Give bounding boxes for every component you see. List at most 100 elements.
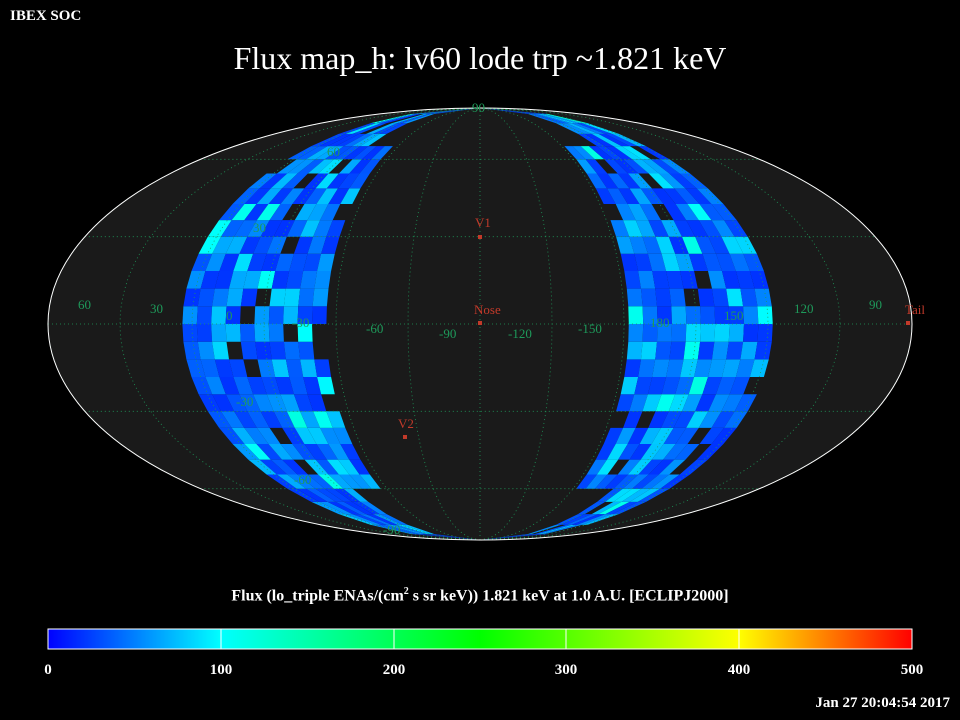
flux-pixel bbox=[728, 306, 744, 324]
flux-pixel bbox=[668, 394, 689, 412]
flux-pixel bbox=[757, 306, 773, 324]
flux-pixel bbox=[695, 236, 716, 254]
flux-pixel bbox=[576, 474, 597, 489]
flux-pixel bbox=[647, 377, 667, 395]
flux-pixel bbox=[282, 173, 308, 189]
flux-pixel bbox=[675, 204, 699, 221]
flux-pixel bbox=[260, 411, 283, 428]
flux-pixel bbox=[327, 133, 360, 147]
flux-pixel bbox=[285, 359, 304, 377]
flux-pixel bbox=[639, 204, 661, 221]
flux-pixel bbox=[605, 146, 633, 160]
flux-pixel bbox=[628, 306, 644, 324]
flux-pixel bbox=[381, 524, 421, 534]
flux-pixel bbox=[668, 236, 689, 254]
flux-pixel bbox=[268, 444, 294, 460]
flux-pixel bbox=[282, 459, 308, 475]
meridian-label: -60 bbox=[366, 321, 383, 336]
flux-pixel bbox=[257, 359, 276, 377]
flux-pixel bbox=[586, 173, 607, 189]
flux-pixel bbox=[641, 474, 670, 489]
flux-pixel bbox=[685, 188, 712, 204]
flux-pixel bbox=[629, 394, 648, 412]
flux-pixel bbox=[598, 133, 630, 147]
flux-pixel bbox=[669, 173, 697, 189]
flux-pixel bbox=[708, 359, 727, 377]
flux-pixel bbox=[702, 377, 722, 395]
flux-pixel bbox=[214, 359, 234, 377]
flux-pixel bbox=[757, 324, 773, 342]
flux-pixel bbox=[617, 459, 641, 475]
flux-pixel bbox=[597, 173, 619, 189]
flux-pixel bbox=[366, 123, 398, 134]
flux-pixel bbox=[232, 444, 260, 460]
flux-pixel bbox=[564, 146, 586, 160]
flux-pixel bbox=[648, 220, 669, 237]
flux-pixel bbox=[669, 341, 686, 360]
flux-pixel bbox=[283, 306, 299, 324]
flux-pixel bbox=[306, 146, 336, 160]
flux-pixel bbox=[231, 427, 257, 444]
flux-pixel bbox=[296, 146, 328, 160]
flux-pixel bbox=[343, 501, 373, 515]
flux-pixel bbox=[659, 173, 686, 189]
flux-pixel bbox=[679, 459, 708, 475]
flux-pixel bbox=[708, 236, 730, 254]
flux-pixel bbox=[642, 394, 662, 412]
flux-pixel bbox=[280, 444, 305, 460]
flux-pixel bbox=[286, 220, 308, 237]
flux-pixel bbox=[480, 108, 549, 114]
flux-pixel bbox=[712, 288, 729, 307]
flux-pixel bbox=[671, 306, 687, 324]
meridian-label: 0 bbox=[226, 308, 233, 323]
flux-pixel bbox=[340, 188, 361, 204]
flux-pixel bbox=[379, 514, 408, 525]
flux-pixel bbox=[650, 474, 680, 489]
flux-pixel bbox=[627, 427, 649, 444]
flux-pixel bbox=[754, 288, 772, 307]
flux-pixel bbox=[655, 341, 672, 360]
flux-pixel bbox=[613, 159, 639, 174]
flux-pixel bbox=[381, 114, 421, 124]
flux-pixel bbox=[660, 474, 690, 489]
colorbar-tick-lines bbox=[220, 629, 740, 649]
flux-pixel bbox=[607, 444, 628, 460]
flux-pixel bbox=[663, 188, 688, 204]
flux-pixel bbox=[292, 444, 316, 460]
flux-pixel bbox=[338, 159, 362, 174]
flux-pixel bbox=[743, 253, 764, 271]
flux-pixel bbox=[307, 159, 334, 174]
flux-pixel bbox=[244, 427, 269, 444]
flux-pixel bbox=[576, 514, 613, 525]
flux-pixel bbox=[663, 427, 687, 444]
flux-pixel bbox=[182, 306, 198, 324]
flux-pixel bbox=[698, 411, 722, 428]
flux-pixel bbox=[605, 488, 633, 502]
flux-pixel bbox=[315, 173, 339, 189]
flux-pixel bbox=[345, 514, 382, 525]
flux-pixel bbox=[292, 188, 316, 204]
flux-pixel bbox=[270, 459, 298, 475]
flux-pixel bbox=[306, 488, 336, 502]
flux-pixel bbox=[617, 173, 641, 189]
flux-pixel bbox=[254, 324, 270, 342]
flux-pixel bbox=[675, 253, 695, 271]
flux-pixel bbox=[328, 444, 350, 460]
flux-pixel bbox=[749, 271, 769, 289]
flux-pixel bbox=[641, 159, 670, 174]
flux-pixel bbox=[362, 146, 385, 160]
flux-pixel bbox=[229, 359, 248, 377]
flux-pixel bbox=[669, 288, 686, 307]
org-label: IBEX SOC bbox=[10, 8, 82, 24]
flux-pixel bbox=[661, 411, 682, 428]
flux-pixel bbox=[334, 488, 361, 502]
flux-pixel bbox=[326, 411, 346, 428]
marker-v1: V1 bbox=[475, 215, 491, 239]
marker-tail-dot bbox=[906, 321, 910, 325]
colorbar-tick-label: 0 bbox=[44, 662, 52, 678]
flux-pixel bbox=[613, 146, 642, 160]
flux-pixel bbox=[480, 534, 549, 540]
flux-pixel bbox=[726, 341, 744, 360]
flux-pixel bbox=[316, 444, 338, 460]
flux-pixel bbox=[724, 411, 748, 428]
